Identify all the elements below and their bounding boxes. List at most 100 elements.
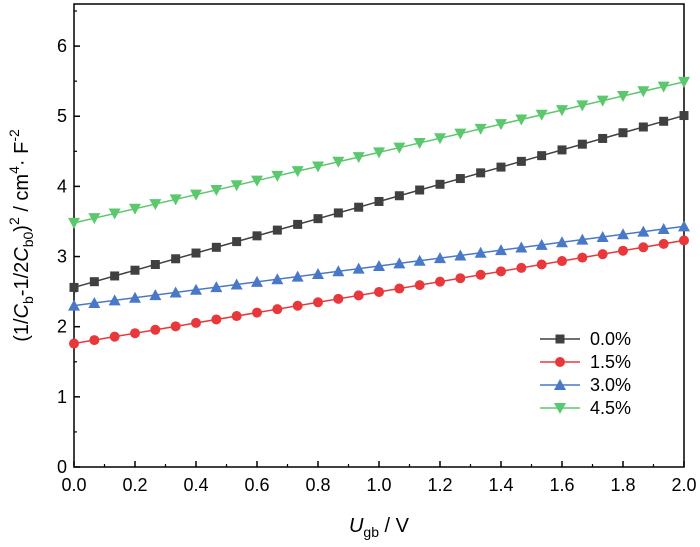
data-point — [657, 81, 670, 93]
data-point — [454, 249, 467, 261]
data-point — [474, 123, 487, 135]
data-point — [576, 100, 589, 112]
data-point — [130, 265, 140, 275]
data-point — [617, 228, 629, 240]
data-point — [618, 128, 628, 138]
y-title-part: (1/ — [11, 318, 33, 342]
y-title-symbol: C — [11, 303, 33, 318]
data-point — [108, 208, 121, 220]
y-tick-label: 0 — [57, 457, 67, 477]
data-point — [333, 293, 344, 304]
data-point — [394, 191, 404, 201]
data-point — [496, 266, 506, 277]
data-point — [394, 283, 405, 294]
data-point — [373, 147, 385, 159]
data-point — [374, 196, 384, 206]
data-point — [638, 242, 649, 253]
data-point — [108, 294, 121, 306]
legend-marker — [555, 357, 565, 367]
y-tick-label: 3 — [57, 247, 67, 267]
y-tick-label: 2 — [57, 317, 67, 337]
series-layer — [68, 76, 690, 349]
data-point — [454, 128, 467, 140]
data-point — [149, 199, 162, 211]
data-point — [130, 328, 140, 339]
data-point — [577, 252, 588, 263]
y-axis-title: (1/Cb-1/2Cb0)2 / cm4· F-2 — [6, 129, 36, 342]
data-point — [659, 116, 669, 126]
data-point — [598, 133, 608, 143]
data-point — [515, 241, 528, 253]
data-point — [333, 208, 343, 218]
data-point — [657, 223, 670, 235]
data-point — [169, 286, 182, 298]
data-point — [352, 262, 365, 274]
data-point — [252, 231, 262, 241]
data-point — [495, 119, 507, 131]
data-point — [190, 189, 202, 201]
y-title-superscript: 4 — [6, 166, 22, 174]
x-tick-label: 1.2 — [427, 475, 452, 495]
data-point — [68, 299, 80, 311]
y-title-superscript: -2 — [6, 129, 22, 142]
data-point — [272, 225, 282, 235]
data-point — [474, 246, 487, 258]
data-point — [88, 213, 101, 225]
data-point — [332, 156, 345, 168]
data-point — [171, 254, 181, 264]
x-axis-title-subscript: gb — [363, 524, 379, 540]
data-point — [414, 280, 425, 291]
data-point — [272, 304, 283, 315]
data-point — [230, 278, 243, 290]
y-title-superscript: 2 — [6, 217, 22, 225]
data-point — [129, 203, 141, 215]
data-point — [576, 233, 589, 245]
data-point — [150, 259, 160, 269]
data-point — [434, 252, 446, 264]
x-tick-label: 1.4 — [488, 475, 513, 495]
legend: 0.0% 1.5% 3.0% 4.5% — [540, 329, 631, 418]
data-point — [291, 166, 304, 178]
data-point — [536, 259, 547, 270]
y-tick-label: 4 — [57, 176, 67, 196]
data-point — [455, 174, 465, 184]
data-point — [679, 235, 689, 246]
data-point — [271, 170, 284, 182]
data-point — [495, 244, 507, 256]
data-point — [353, 290, 364, 301]
data-point — [374, 286, 384, 297]
data-point — [291, 270, 304, 282]
data-point — [68, 217, 80, 229]
y-tick-label: 6 — [57, 36, 67, 56]
data-point — [475, 269, 486, 280]
data-point — [109, 331, 120, 342]
y-title-part: ) — [11, 225, 33, 232]
y-tick-label: 5 — [57, 106, 67, 126]
data-point — [230, 180, 243, 192]
data-point — [292, 300, 303, 311]
x-tick-label: 0.2 — [122, 475, 147, 495]
data-point — [231, 311, 242, 322]
data-point — [210, 281, 223, 293]
data-point — [352, 152, 365, 164]
legend-label: 1.5% — [590, 352, 631, 372]
data-point — [251, 275, 263, 287]
x-tick-label: 0.6 — [244, 475, 269, 495]
data-point — [597, 249, 608, 260]
data-point — [69, 282, 79, 292]
legend-label: 3.0% — [590, 375, 631, 395]
data-point — [515, 114, 528, 126]
data-point — [373, 260, 385, 272]
data-point — [393, 257, 406, 269]
data-point — [169, 194, 182, 206]
x-axis-title-unit: / V — [379, 515, 410, 537]
x-tick-label: 0.4 — [183, 475, 208, 495]
y-tick-label: 1 — [57, 387, 67, 407]
data-point — [617, 90, 629, 102]
data-point — [618, 245, 628, 256]
data-point — [577, 139, 587, 149]
data-point — [210, 184, 223, 196]
y-title-subscript: b0 — [20, 231, 36, 247]
data-point — [435, 276, 445, 287]
